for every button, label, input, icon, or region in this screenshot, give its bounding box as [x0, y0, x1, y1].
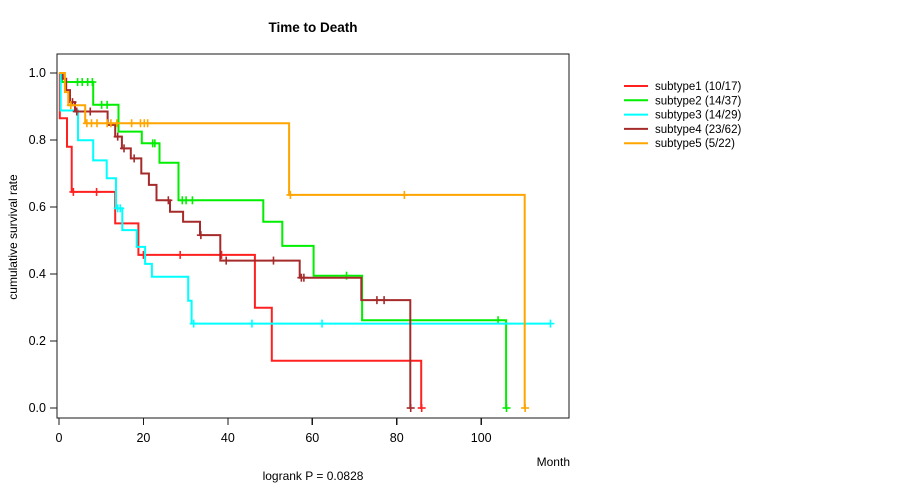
x-axis-title: Month: [536, 455, 570, 469]
censor-marks-subtype3: [113, 204, 555, 328]
curve-subtype3: [59, 72, 551, 325]
x-tick-label: 100: [471, 431, 492, 445]
curve-subtype1: [58, 72, 423, 409]
legend-item-subtype1: subtype1 (10/17): [624, 81, 741, 93]
legend-label: subtype4 (23/62): [655, 124, 741, 136]
y-axis: 0.0 0.2 0.4 0.6 0.8 1.0: [29, 66, 57, 415]
legend-label: subtype1 (10/17): [655, 81, 741, 93]
x-tick-label: 80: [390, 431, 404, 445]
y-tick-label: 0.6: [29, 200, 46, 214]
x-tick-label: 20: [136, 431, 150, 445]
censor-marks-subtype4: [68, 98, 415, 412]
censor-marks-subtype5: [66, 101, 530, 412]
legend-label: subtype2 (14/37): [655, 95, 741, 107]
legend-label: subtype3 (14/29): [655, 110, 741, 122]
plot-box: [56, 53, 570, 419]
y-tick-label: 0.8: [29, 133, 46, 147]
logrank-annotation: logrank P = 0.0828: [262, 469, 364, 483]
x-tick-label: 40: [221, 431, 235, 445]
x-tick-label: 60: [305, 431, 319, 445]
legend-item-subtype4: subtype4 (23/62): [624, 124, 741, 136]
censor-marks-subtype2: [73, 78, 511, 412]
chart-title: Time to Death: [268, 20, 358, 35]
legend: subtype1 (10/17) subtype2 (14/37) subtype3…: [624, 81, 741, 150]
y-tick-label: 0.2: [29, 334, 46, 348]
legend-item-subtype3: subtype3 (14/29): [624, 110, 741, 122]
y-tick-label: 0.0: [29, 401, 46, 415]
y-tick-label: 1.0: [29, 66, 46, 80]
legend-item-subtype2: subtype2 (14/37): [624, 95, 741, 107]
censor-marks-subtype1: [69, 187, 426, 412]
y-tick-label: 0.4: [29, 267, 46, 281]
curve-subtype5: [59, 72, 526, 409]
x-axis: 0 20 40 60 80 100: [56, 418, 492, 445]
legend-label: subtype5 (5/22): [655, 138, 735, 150]
legend-item-subtype5: subtype5 (5/22): [624, 138, 735, 150]
x-tick-label: 0: [56, 431, 63, 445]
